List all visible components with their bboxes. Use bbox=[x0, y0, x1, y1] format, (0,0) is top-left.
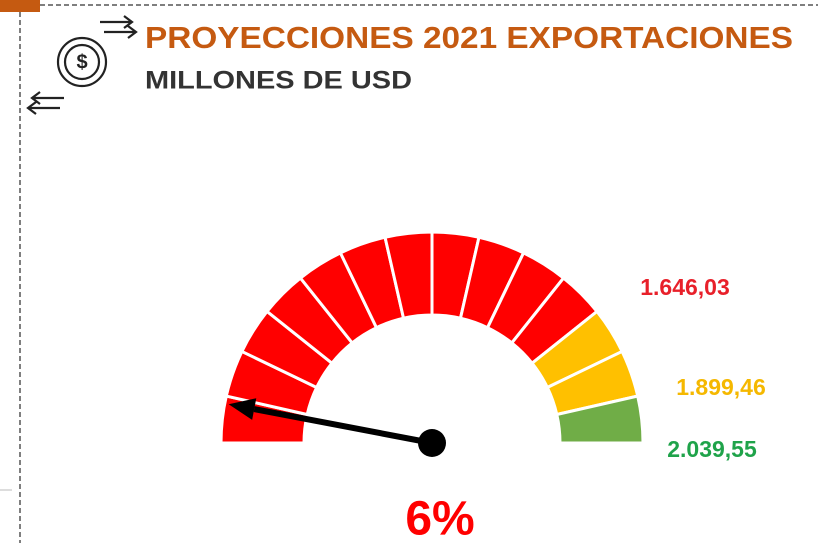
gauge-segment bbox=[554, 394, 645, 445]
threshold-label: 1.899,46 bbox=[676, 374, 766, 400]
needle-arrowhead bbox=[228, 398, 257, 420]
svg-text:$: $ bbox=[76, 51, 87, 73]
chart-title: PROYECCIONES 2021 EXPORTACIONES bbox=[145, 20, 793, 55]
corner-tab bbox=[0, 0, 40, 12]
threshold-label: 1.646,03 bbox=[640, 274, 730, 300]
needle-hub bbox=[418, 429, 446, 457]
money-icon: $ bbox=[26, 15, 138, 115]
threshold-label: 2.039,55 bbox=[667, 436, 757, 462]
chart-subtitle: MILLONES DE USD bbox=[145, 67, 412, 95]
value-label: 6% bbox=[405, 493, 474, 543]
gauge-needle bbox=[253, 406, 433, 446]
